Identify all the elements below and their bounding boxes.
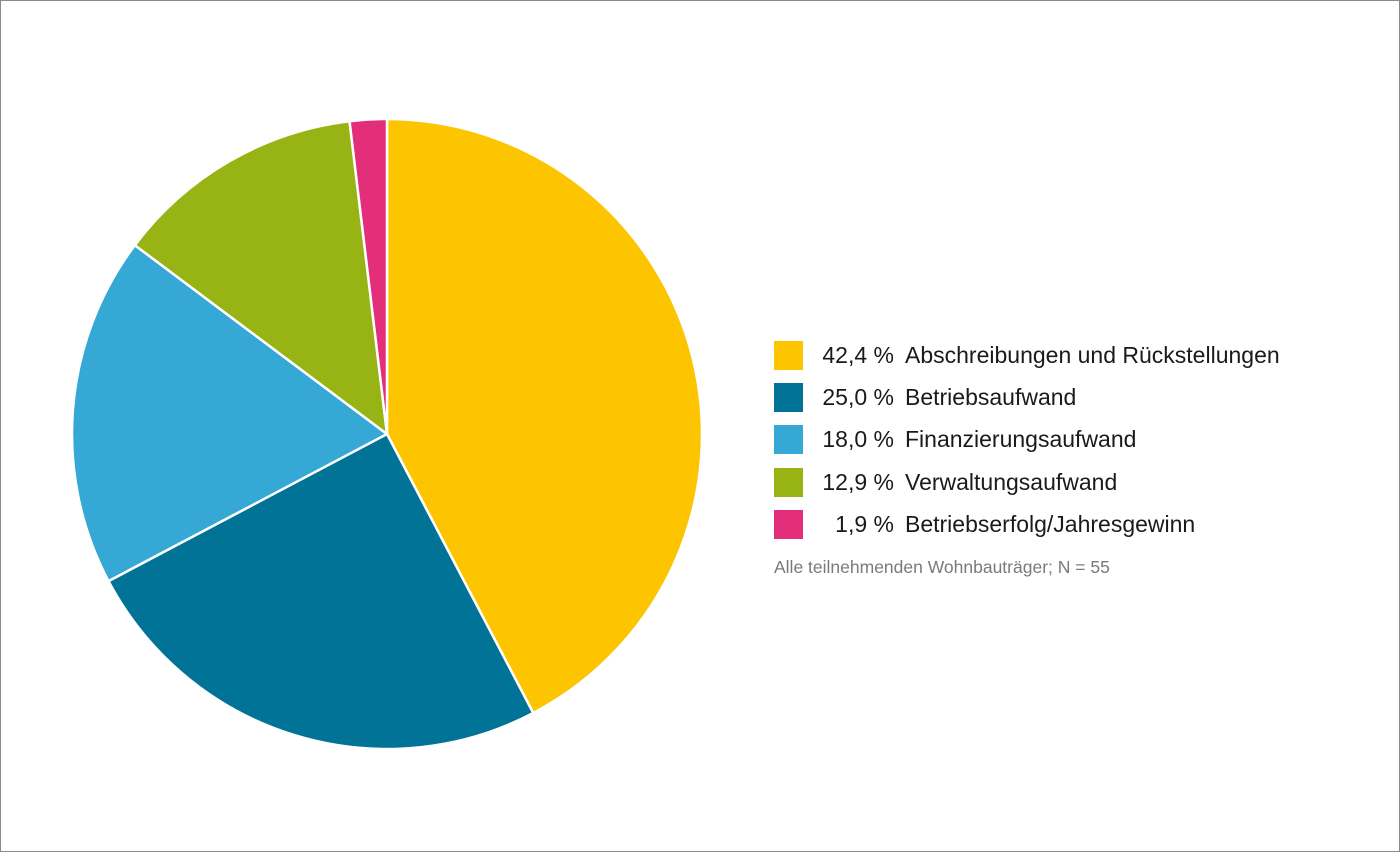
legend-item-verwaltungsaufwand: 12,9 % Verwaltungsaufwand <box>774 461 1374 503</box>
legend-swatch <box>774 340 803 370</box>
pie-slice-1 <box>385 117 704 715</box>
legend-label: Finanzierungsaufwand <box>905 426 1137 453</box>
pie-slice-2 <box>107 432 535 751</box>
legend-swatch <box>774 509 803 539</box>
pie-slice-5 <box>348 117 389 436</box>
legend-swatch <box>774 382 803 412</box>
legend-value: 42,4 % <box>822 341 894 368</box>
legend-value: 1,9 % <box>835 510 894 537</box>
legend-item-abschreibungen: 42,4 % Abschreibungen und Rückstellungen <box>774 334 1374 376</box>
pie-slice-3 <box>70 243 389 583</box>
legend-item-finanzierungsaufwand: 18,0 % Finanzierungsaufwand <box>774 419 1374 461</box>
legend-label: Betriebsaufwand <box>905 383 1077 410</box>
sample-note: Alle teilnehmenden Wohnbauträger; N = 55 <box>774 557 1110 577</box>
legend-item-betriebsaufwand: 25,0 % Betriebsaufwand <box>774 376 1374 418</box>
legend-value: 18,0 % <box>822 426 894 453</box>
legend-item-betriebserfolg: 1,9 % Betriebserfolg/Jahresgewinn <box>774 503 1374 545</box>
legend-label: Verwaltungsaufwand <box>905 468 1118 495</box>
legend-label: Betriebserfolg/Jahresgewinn <box>905 510 1196 537</box>
legend-swatch <box>774 467 803 497</box>
pie-chart <box>70 117 704 751</box>
pie-slice-4 <box>133 119 389 436</box>
legend-label: Abschreibungen und Rückstellungen <box>905 341 1280 368</box>
legend-swatch <box>774 425 803 455</box>
legend: 42,4 % Abschreibungen und Rückstellungen… <box>774 334 1374 545</box>
legend-value: 12,9 % <box>822 468 894 495</box>
legend-value: 25,0 % <box>822 383 894 410</box>
